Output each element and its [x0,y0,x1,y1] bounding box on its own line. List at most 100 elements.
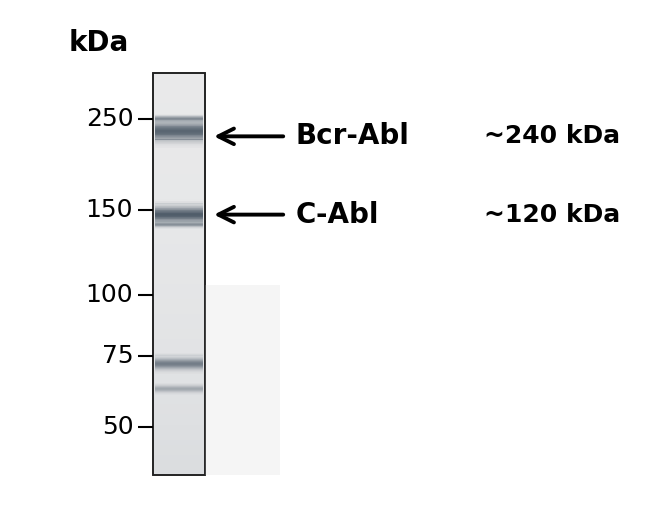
Bar [153,324,205,329]
Bar [155,205,203,206]
Bar [155,355,203,356]
Text: kDa: kDa [68,29,129,57]
Bar [155,219,203,220]
Bar [153,314,205,319]
Bar [153,214,205,219]
Bar [155,220,203,221]
Bar [153,359,205,364]
Bar [155,133,203,134]
Bar [153,274,205,279]
Bar [155,128,203,129]
Bar [155,143,203,144]
Bar [155,357,203,358]
Bar [155,364,203,365]
Bar [155,227,203,228]
Bar [155,217,203,218]
Bar [155,216,203,217]
Bar [153,164,205,169]
Bar [155,131,203,132]
Bar [153,204,205,209]
Bar [153,194,205,198]
Bar [155,203,203,204]
Bar [155,127,203,128]
Text: 75: 75 [101,344,133,368]
Bar [153,364,205,369]
Bar [155,130,203,131]
Bar [153,304,205,309]
Bar [153,279,205,284]
Bar [153,73,205,475]
Bar [153,224,205,229]
Bar [153,184,205,189]
Bar [155,140,203,141]
Bar [155,142,203,143]
Bar [155,125,203,126]
Bar [155,372,203,373]
Bar [155,136,203,137]
Bar [155,116,203,117]
Bar [153,239,205,244]
Bar [153,384,205,389]
Bar [153,465,205,470]
Bar [155,365,203,366]
Bar [155,363,203,364]
Bar [153,128,205,133]
Bar [155,354,203,355]
Text: 50: 50 [101,415,133,439]
Bar [155,137,203,138]
Bar [153,339,205,344]
Bar [155,212,203,213]
Bar [153,109,205,114]
Text: Bcr-Abl: Bcr-Abl [296,122,410,150]
Bar [153,289,205,294]
Bar [153,434,205,439]
Bar [155,218,203,219]
Text: 100: 100 [86,283,133,308]
Bar [155,135,203,136]
Bar [155,145,203,146]
Bar [155,367,203,368]
Bar [153,389,205,394]
Bar [153,374,205,379]
Bar [153,254,205,259]
Bar [155,146,203,147]
Bar [155,360,203,361]
Bar [153,309,205,314]
Bar [155,204,203,205]
Bar [155,370,203,371]
Bar [153,379,205,384]
Bar [205,285,280,475]
Bar [153,114,205,118]
Bar [155,122,203,123]
Bar [155,211,203,212]
Bar [155,119,203,120]
Bar [155,361,203,362]
Bar [153,405,205,410]
Bar [153,460,205,465]
Text: 250: 250 [86,107,133,131]
Bar [155,215,203,216]
Bar [153,229,205,234]
Bar [153,133,205,138]
Bar [153,444,205,449]
Bar [153,319,205,324]
Bar [153,264,205,269]
Bar [155,134,203,135]
Bar [155,206,203,207]
Bar [155,225,203,226]
Bar [153,148,205,154]
Bar [153,83,205,88]
Bar [153,78,205,83]
Bar [155,141,203,142]
Bar [153,334,205,339]
Bar [153,344,205,349]
Bar [155,138,203,139]
Bar [153,154,205,159]
Bar [153,198,205,204]
Bar [155,209,203,210]
Bar [153,209,205,214]
Bar [153,179,205,184]
Bar [155,358,203,359]
Bar [155,202,203,203]
Bar [155,359,203,360]
